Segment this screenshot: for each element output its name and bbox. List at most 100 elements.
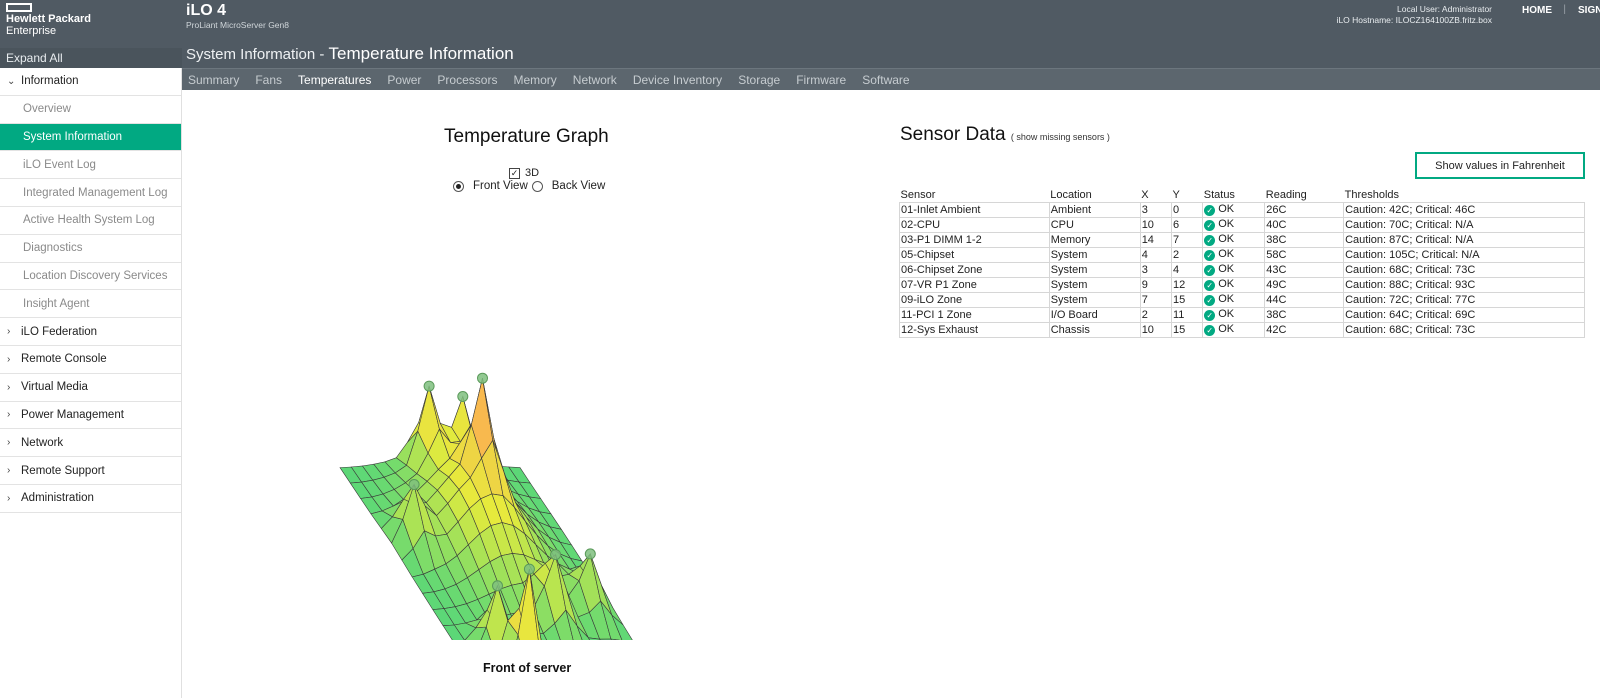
column-header-status: Status	[1203, 188, 1235, 201]
sensor-point[interactable]	[584, 548, 596, 560]
cell-x: 7	[1139, 291, 1172, 308]
table-row: 03-P1 DIMM 1-2 Memory 14 7 ✓ OK 38C Caution: 87…	[899, 231, 1585, 248]
home-link[interactable]: HOME	[1522, 5, 1552, 16]
front-of-server-label: Front of server	[483, 661, 572, 675]
brand-line1: Hewlett Packard	[6, 13, 91, 25]
check-circle-icon: ✓	[1204, 235, 1216, 246]
expand-all-link[interactable]: Expand All	[0, 48, 182, 68]
cell-y: 12	[1170, 276, 1204, 293]
sensor-data-title-text: Sensor Data	[900, 124, 1006, 145]
surface-cell	[611, 614, 633, 640]
sidebar-item-network[interactable]: › Network	[0, 429, 181, 458]
sensor-point[interactable]	[523, 563, 535, 575]
check-circle-icon: ✓	[1204, 295, 1216, 306]
tab-summary[interactable]: Summary	[188, 72, 240, 87]
cell-sensor: 01-Inlet Ambient	[899, 201, 1050, 218]
front-view-radio[interactable]	[453, 180, 464, 192]
tab-processors[interactable]: Processors	[437, 72, 498, 87]
ilo-hostname: iLO Hostname: ILOCZ164100ZB.fritz.box	[1336, 15, 1492, 25]
cell-reading: 49C	[1264, 276, 1345, 293]
cell-reading: 38C	[1264, 231, 1345, 248]
sidebar-item-label: Location Discovery Services	[23, 269, 168, 282]
sensor-table-header: Sensor Location X Y Status Reading Thresholds	[900, 188, 1585, 202]
table-row: 05-Chipset System 4 2 ✓ OK 58C Caution: 105C; C…	[899, 246, 1585, 263]
checkbox-icon[interactable]: ✓	[509, 167, 520, 179]
sidebar-item-insight-agent[interactable]: Insight Agent	[0, 290, 181, 319]
sidebar-item-system-information[interactable]: System Information	[0, 123, 181, 152]
product-name: iLO 4	[186, 2, 227, 19]
hpe-logo-icon	[6, 3, 32, 12]
cell-y: 7	[1170, 231, 1204, 248]
option-3d[interactable]: ✓ 3D	[509, 167, 539, 179]
sidebar-item-remote-console[interactable]: › Remote Console	[0, 346, 181, 374]
tab-device-inventory[interactable]: Device Inventory	[632, 72, 723, 87]
sidebar-item-administration[interactable]: › Administration	[0, 485, 181, 513]
sensor-point[interactable]	[457, 391, 469, 402]
tab-power[interactable]: Power	[387, 72, 422, 87]
sidebar-item-label: Power Management	[21, 408, 124, 421]
page-title-prefix: System Information -	[186, 46, 329, 63]
sensor-point[interactable]	[550, 549, 562, 561]
sensor-point[interactable]	[423, 380, 435, 392]
sidebar-item-virtual-media[interactable]: › Virtual Media	[0, 374, 181, 402]
back-view-radio[interactable]	[531, 180, 543, 192]
brand-line2: Enterprise	[6, 25, 57, 37]
sidebar-item-overview[interactable]: Overview	[0, 96, 181, 124]
sidebar-item-power-management[interactable]: › Power Management	[0, 402, 181, 430]
sensor-point[interactable]	[477, 372, 488, 384]
table-row: 07-VR P1 Zone System 9 12 ✓ OK 49C Caution: 88C…	[899, 276, 1585, 293]
cell-thresholds: Caution: 105C; Critical: N/A	[1343, 246, 1585, 263]
sidebar-item-label: Network	[21, 436, 64, 449]
sensor-data-title: Sensor Data ( show missing sensors )	[900, 124, 1110, 146]
sensor-point[interactable]	[492, 580, 503, 592]
status-text: OK	[1218, 278, 1235, 290]
cell-thresholds: Caution: 87C; Critical: N/A	[1343, 231, 1585, 248]
chevron-right-icon: ›	[7, 326, 11, 338]
tab-network[interactable]: Network	[572, 72, 617, 87]
tab-storage[interactable]: Storage	[738, 72, 781, 87]
tab-firmware[interactable]: Firmware	[796, 72, 847, 87]
column-header-x: X	[1141, 188, 1149, 201]
cell-x: 10	[1139, 216, 1172, 233]
sidebar-item-remote-support[interactable]: › Remote Support	[0, 457, 181, 485]
sidebar-item-integrated-management-log[interactable]: Integrated Management Log	[0, 179, 181, 207]
sensor-table-body: 01-Inlet Ambient Ambient 3 0 ✓ OK 26C Caution: …	[899, 201, 1585, 338]
chevron-right-icon: ›	[7, 437, 11, 449]
sidebar-item-location-discovery-services[interactable]: Location Discovery Services	[0, 263, 181, 291]
user-info: Local User: Administrator iLO Hostname: …	[1337, 4, 1492, 26]
status-text: OK	[1218, 308, 1235, 320]
table-row: 02-CPU CPU 10 6 ✓ OK 40C Caution: 70C; Critical…	[899, 216, 1585, 233]
cell-y: 15	[1170, 321, 1204, 338]
status-text: OK	[1218, 263, 1235, 275]
check-circle-icon: ✓	[1204, 205, 1216, 216]
temperature-surface-graph	[339, 372, 633, 640]
status-text: OK	[1218, 248, 1235, 260]
tab-memory[interactable]: Memory	[513, 72, 557, 87]
tab-software[interactable]: Software	[862, 72, 910, 87]
cell-y: 6	[1170, 216, 1204, 233]
sensor-point[interactable]	[408, 479, 420, 490]
cell-x: 10	[1139, 321, 1172, 338]
show-missing-sensors-link[interactable]: ( show missing sensors )	[1010, 132, 1110, 142]
tab-temperatures[interactable]: Temperatures	[298, 72, 372, 87]
fahrenheit-button[interactable]: Show values in Fahrenheit	[1415, 152, 1585, 179]
cell-y: 11	[1170, 306, 1204, 323]
sidebar-item-information[interactable]: ⌄ Information	[0, 68, 181, 96]
sidebar-item-active-health-system-log[interactable]: Active Health System Log	[0, 207, 181, 235]
sign-out-link[interactable]: SIGN OUT	[1578, 5, 1600, 16]
sidebar-item-ilo-federation[interactable]: › iLO Federation	[0, 318, 181, 346]
cell-thresholds: Caution: 72C; Critical: 77C	[1343, 291, 1585, 308]
status-text: OK	[1218, 293, 1235, 305]
cell-sensor: 03-P1 DIMM 1-2	[899, 231, 1050, 248]
cell-reading: 40C	[1264, 216, 1345, 233]
cell-reading: 58C	[1264, 246, 1345, 263]
cell-location: System	[1048, 291, 1141, 308]
sidebar-item-diagnostics[interactable]: Diagnostics	[0, 235, 181, 263]
sidebar-item-ilo-event-log[interactable]: iLO Event Log	[0, 151, 181, 180]
cell-status: ✓ OK	[1202, 276, 1266, 293]
cell-sensor: 05-Chipset	[899, 246, 1050, 263]
column-header-y: Y	[1172, 188, 1180, 201]
tab-fans[interactable]: Fans	[255, 72, 283, 87]
cell-x: 3	[1139, 201, 1172, 218]
column-header-thresholds: Thresholds	[1344, 188, 1400, 201]
